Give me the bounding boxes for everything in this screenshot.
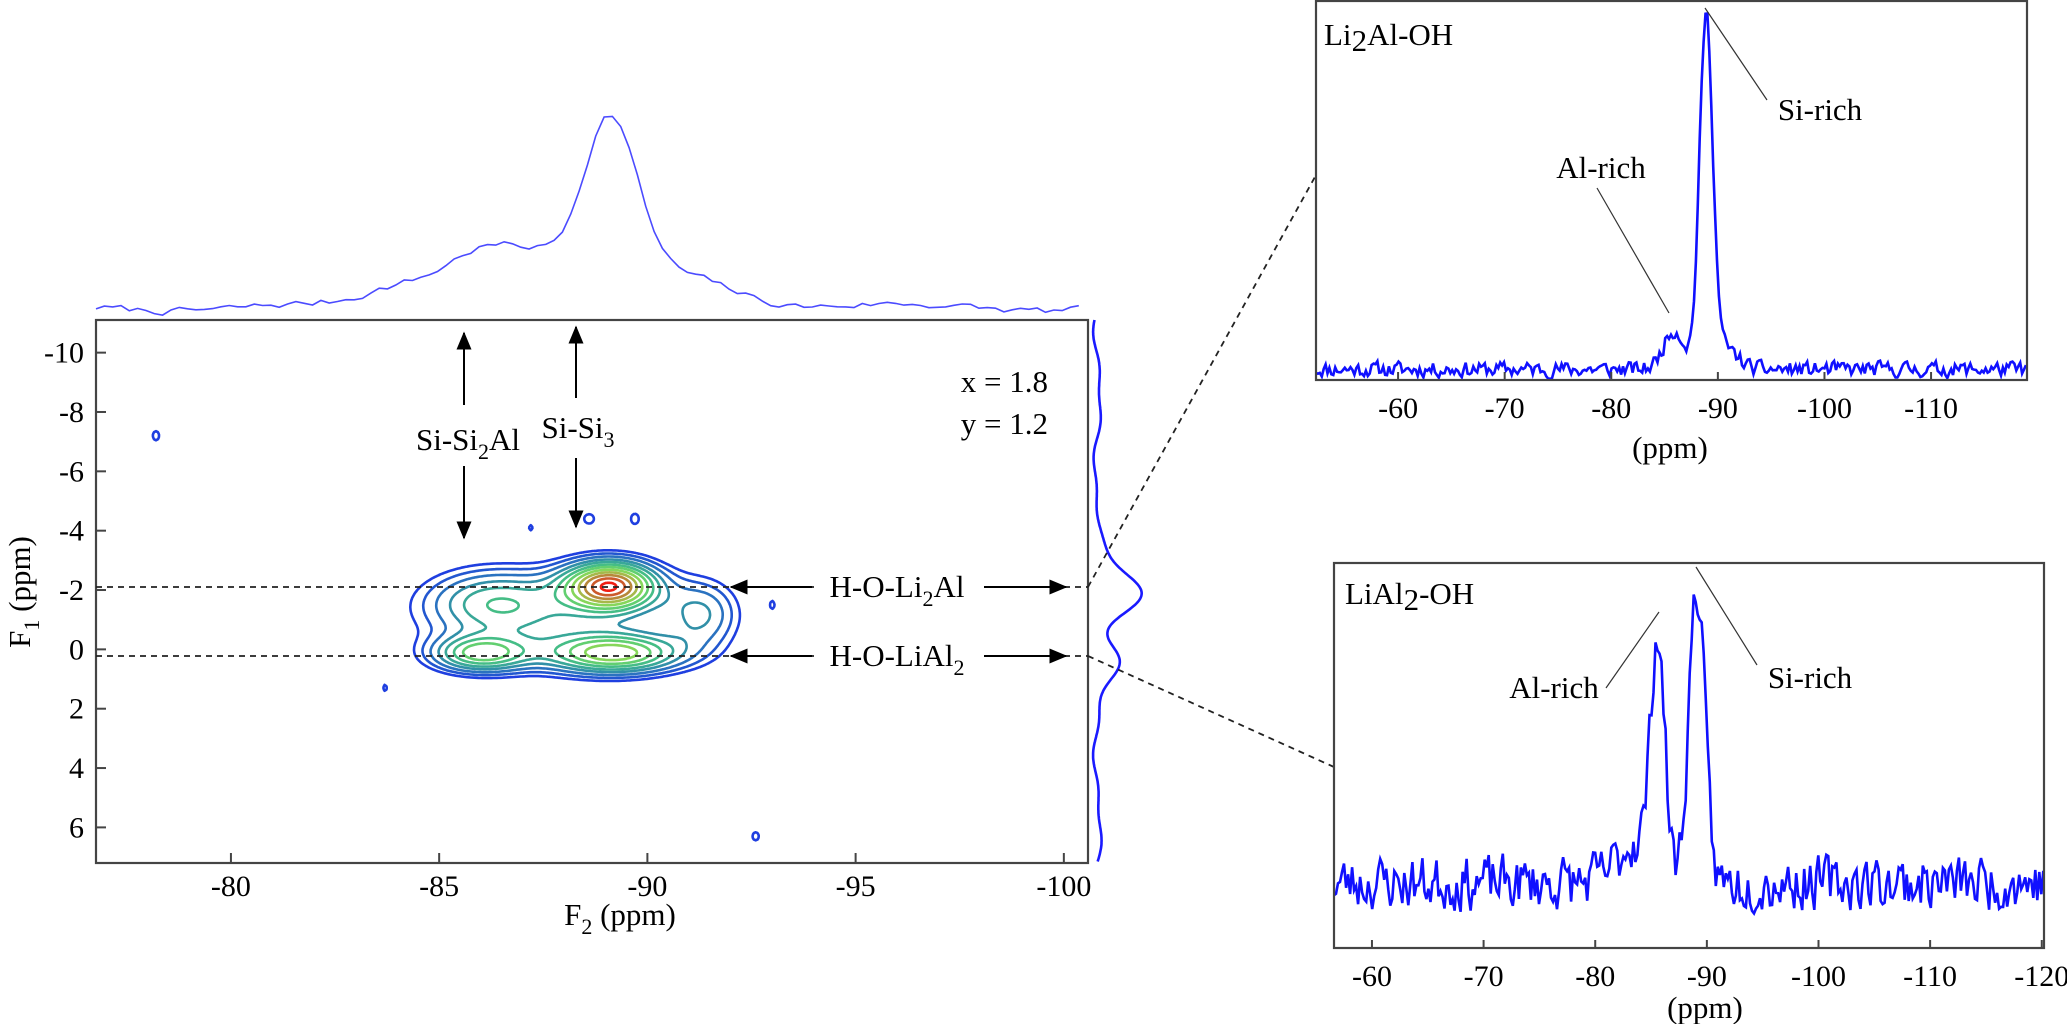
x-tick-label: -100	[1791, 960, 1846, 993]
slice-lial2-oh-plot: -60 -70 -80 -90 -100 -110 -120 LiAl2-OH (ppm) …	[1332, 561, 2067, 1024]
contour-level-1	[151, 429, 776, 842]
contour-level-4	[437, 558, 712, 674]
inset2-al-rich-label: Al-rich	[1509, 670, 1599, 705]
inset2-si-rich-leader	[1695, 566, 1758, 666]
y-axis-label: F1 (ppm)	[2, 536, 44, 648]
y-tick-label: 2	[69, 693, 84, 726]
inset1-si-rich-label: Si-rich	[1778, 92, 1863, 127]
si-si2al-label: Si-Si2Al	[416, 422, 520, 464]
y-tick-label: -2	[59, 574, 84, 607]
si-si3-label: Si-Si3	[541, 410, 614, 452]
y-tick-label: 4	[69, 752, 84, 785]
h-o-lial2-connector	[1087, 655, 1335, 768]
contour-level-10	[583, 573, 633, 601]
slice-lial2-oh-line	[1334, 594, 2044, 916]
contour-level-9	[577, 571, 639, 604]
contour-level-12	[599, 581, 618, 592]
inset2-title: LiAl2-OH	[1345, 576, 1474, 617]
inset1-al-rich-leader	[1596, 187, 1670, 314]
x-tick-label: -60	[1352, 960, 1392, 993]
x-tick-label: -90	[627, 870, 667, 903]
x-tick-label: -80	[1591, 392, 1631, 425]
inset2-si-rich-label: Si-rich	[1768, 660, 1853, 695]
param-y-text: y = 1.2	[961, 406, 1048, 441]
inset1-si-rich-leader	[1704, 7, 1768, 101]
y-tick-label: -8	[59, 396, 84, 429]
y-tick-label: -6	[59, 455, 84, 488]
x-tick-label: -100	[1036, 870, 1091, 903]
x-tick-label: -70	[1485, 392, 1525, 425]
contour-level-6	[452, 563, 663, 668]
hetcor-2d-plot: -80 -85 -90 -95 -100 -10 -8 -6 -4 -2 0 2 4 6 F2 (ppm)…	[2, 115, 1335, 939]
contour-map	[151, 429, 776, 842]
x-tick-label: -60	[1378, 392, 1418, 425]
x-tick-label: -120	[2014, 960, 2067, 993]
inset2-frame	[1332, 561, 2046, 950]
x-tick-label: -110	[1904, 392, 1958, 425]
inset1-title: Li2Al-OH	[1324, 17, 1453, 58]
x-tick-label: -85	[419, 870, 459, 903]
contour-level-3	[429, 555, 724, 677]
y-tick-label: 6	[69, 811, 84, 844]
inset2-al-rich-leader	[1605, 611, 1660, 689]
inset1-al-rich-label: Al-rich	[1556, 150, 1646, 185]
x-tick-label: -80	[1575, 960, 1615, 993]
h-o-li2al-label: H-O-Li2Al	[830, 569, 965, 611]
x-tick-label: -95	[836, 870, 876, 903]
slice-li2al-oh-plot: -60 -70 -80 -90 -100 -110 Li2Al-OH (ppm) Si-r…	[1314, 0, 2029, 465]
f1-projection-line	[1091, 319, 1144, 862]
x-tick-label: -80	[211, 870, 251, 903]
contour-level-2	[421, 552, 733, 680]
y-tick-label: -10	[44, 337, 84, 370]
inset1-ticks: -60 -70 -80 -90 -100 -110	[1378, 372, 1958, 425]
x-tick-label: -110	[1903, 960, 1957, 993]
contour-level-8	[571, 568, 644, 662]
contour-level-11	[590, 577, 626, 597]
y-tick-label: 0	[69, 633, 84, 666]
main-axis-ticks: -80 -85 -90 -95 -100 -10 -8 -6 -4 -2 0 2 4 6	[44, 337, 1091, 903]
h-o-li2al-connector	[1087, 174, 1317, 588]
inset1-xlabel: (ppm)	[1632, 430, 1708, 465]
h-o-lial2-label: H-O-LiAl2	[830, 638, 965, 680]
main-plot-frame	[94, 318, 1090, 865]
slice-li2al-oh-line	[1316, 11, 2027, 380]
x-axis-label: F2 (ppm)	[564, 897, 676, 939]
contour-level-5	[444, 560, 675, 671]
f2-projection-line	[95, 115, 1079, 316]
param-x-text: x = 1.8	[961, 364, 1048, 399]
x-tick-label: -90	[1687, 960, 1727, 993]
y-tick-label: -4	[59, 515, 84, 548]
inset1-frame	[1314, 0, 2029, 382]
inset2-ticks: -60 -70 -80 -90 -100 -110 -120	[1352, 940, 2067, 993]
inset2-xlabel: (ppm)	[1667, 990, 1743, 1024]
x-tick-label: -70	[1464, 960, 1504, 993]
x-tick-label: -90	[1698, 392, 1738, 425]
x-tick-label: -100	[1797, 392, 1852, 425]
